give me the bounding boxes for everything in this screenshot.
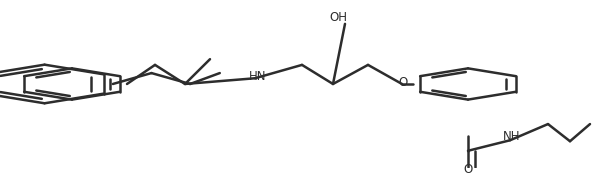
Text: O: O	[463, 163, 473, 176]
Text: OH: OH	[329, 11, 347, 24]
Text: HN: HN	[249, 70, 267, 83]
Text: NH: NH	[503, 130, 521, 143]
Text: O: O	[399, 76, 407, 89]
